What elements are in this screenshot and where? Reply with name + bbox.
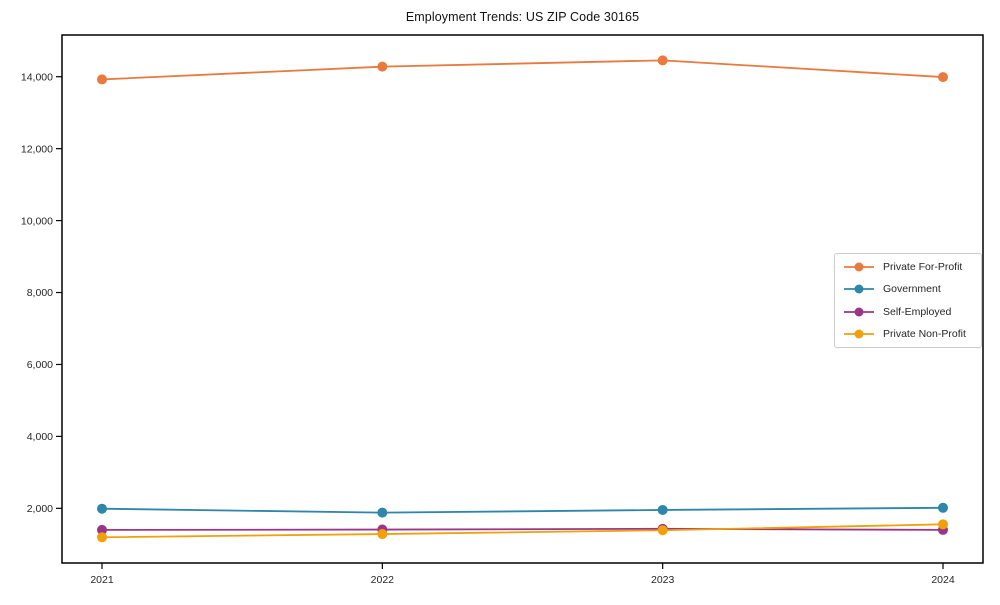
y-tick-label: 2,000 [27, 503, 53, 515]
legend-label-private-for-profit: Private For-Profit [883, 261, 963, 273]
x-tick-label: 2022 [371, 574, 395, 586]
y-tick-label: 14,000 [21, 71, 53, 83]
data-point-private-for-profit-2021 [97, 74, 107, 85]
data-point-government-2021 [97, 503, 107, 514]
series-line-government [101, 506, 944, 514]
series-line-self-employed [101, 527, 944, 531]
series-line-private-non-profit [101, 523, 944, 539]
legend-item-private-non-profit: Private Non-Profit [844, 328, 972, 340]
data-point-private-non-profit-2023 [657, 525, 668, 536]
x-tick-label: 2024 [931, 574, 955, 586]
data-point-self-employed-2021 [97, 524, 107, 535]
legend-label-government: Government [883, 283, 941, 296]
legend-item-self-employed: Self-Employed [844, 306, 972, 318]
data-point-private-non-profit-2024 [938, 519, 948, 530]
x-tick-label: 2021 [90, 574, 114, 586]
y-tick-label: 6,000 [27, 359, 53, 371]
legend-marker-self-employed [844, 307, 874, 317]
x-tick-label: 2023 [651, 574, 675, 586]
data-point-private-for-profit-2023 [657, 55, 668, 66]
data-point-government-2023 [657, 504, 668, 515]
legend-item-private-for-profit: Private For-Profit [844, 261, 972, 273]
chart-title: Employment Trends: US ZIP Code 30165 [405, 10, 640, 24]
y-tick-label: 12,000 [21, 143, 53, 155]
y-tick-label: 10,000 [21, 215, 53, 227]
data-point-private-for-profit-2024 [938, 72, 948, 83]
legend-marker-private-non-profit [844, 329, 874, 339]
plot-frame [61, 34, 984, 564]
y-tick-label: 8,000 [27, 287, 53, 299]
y-tick-label: 4,000 [27, 431, 53, 443]
data-point-private-non-profit-2022 [377, 529, 388, 540]
legend-marker-private-for-profit [844, 262, 874, 272]
legend-label-private-non-profit: Private Non-Profit [883, 327, 966, 340]
chart-legend: Private For-Profit Government Self-Employe… [834, 253, 982, 348]
series-line-private-for-profit [101, 59, 944, 81]
legend-label-self-employed: Self-Employed [883, 305, 952, 318]
data-point-private-non-profit-2021 [97, 532, 107, 543]
legend-item-government: Government [844, 283, 972, 295]
data-point-government-2024 [938, 502, 948, 513]
legend-marker-government [844, 284, 874, 294]
data-point-private-for-profit-2022 [377, 61, 388, 72]
data-point-government-2022 [377, 507, 388, 518]
